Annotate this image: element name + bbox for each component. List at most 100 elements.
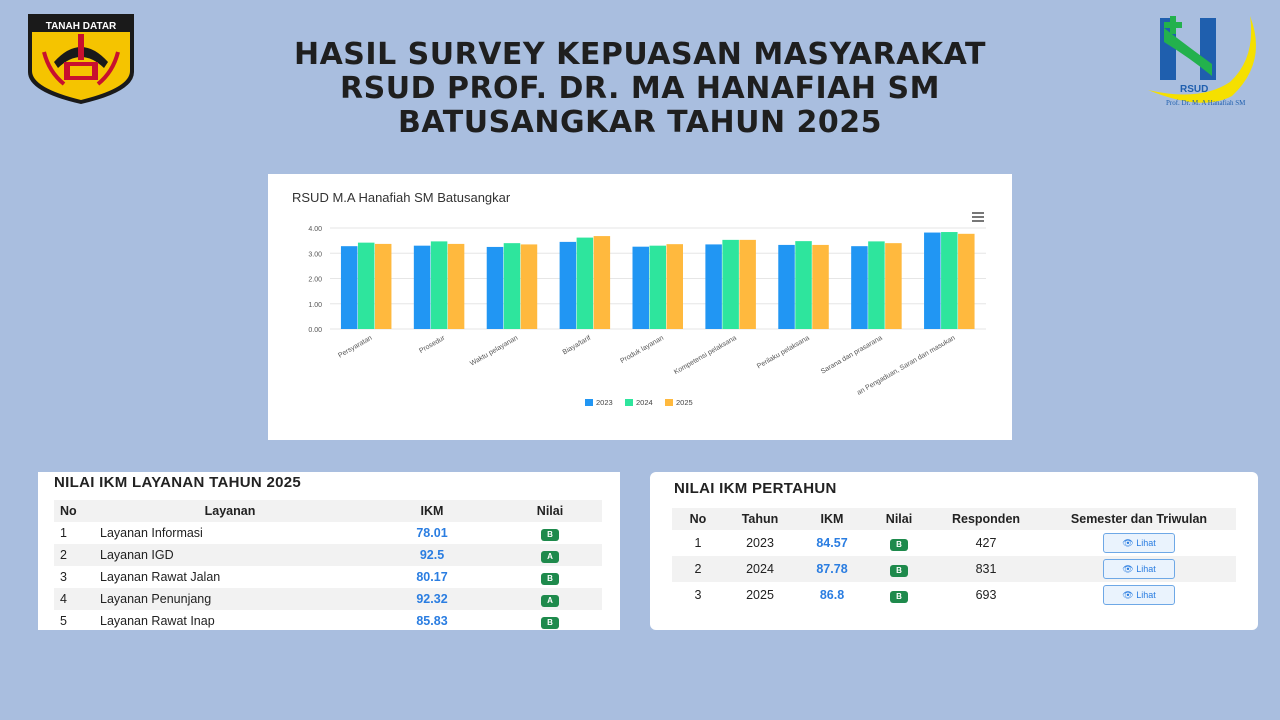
- row-ikm: 78.01: [416, 526, 448, 540]
- legend-swatch-2025: [665, 399, 673, 406]
- row-no: 2: [672, 556, 724, 582]
- chart-menu-icon[interactable]: [972, 212, 984, 222]
- nilai-badge: A: [541, 594, 559, 607]
- lihat-button[interactable]: 👁︎ Lihat: [1103, 585, 1175, 605]
- nilai-badge: B: [541, 616, 559, 629]
- ikm-layanan-card: NILAI IKM LAYANAN TAHUN 2025 No Layanan …: [38, 472, 620, 630]
- x-tick-label: Produk layanan: [619, 335, 665, 365]
- row-no: 3: [694, 588, 702, 602]
- legend-label: 2024: [636, 398, 653, 407]
- table-row: 1 Layanan Informasi 78.01 B: [54, 522, 602, 544]
- legend-label: 2025: [676, 398, 693, 407]
- ikm-pertahun-card: NILAI IKM PERTAHUN No Tahun IKM Nilai Re…: [650, 472, 1258, 630]
- x-tick-label: Sarana dan prasarana: [820, 335, 884, 376]
- bar-2025: [520, 244, 538, 329]
- row-tahun: 2025: [746, 588, 774, 602]
- bar-2024: [868, 241, 885, 329]
- col-nilai: Nilai: [868, 508, 930, 530]
- bar-2025: [958, 233, 975, 329]
- x-tick-label: Kompetensi pelaksana: [673, 335, 738, 377]
- page-title: HASIL SURVEY KEPUASAN MASYARAKAT RSUD PR…: [190, 38, 1090, 140]
- row-tahun: 2024: [724, 556, 796, 582]
- bar-2025: [812, 244, 829, 329]
- lihat-label: Lihat: [1136, 590, 1156, 600]
- col-ikm: IKM: [366, 500, 498, 522]
- rsud-logo: RSUD Prof. Dr. M. A Hanafiah SM: [1148, 16, 1256, 107]
- row-tahun: 2023: [746, 536, 774, 550]
- eye-icon: 👁︎: [1122, 564, 1134, 574]
- row-layanan: Layanan Penunjang: [94, 588, 366, 610]
- row-no: 1: [60, 526, 67, 540]
- nilai-badge: B: [541, 528, 559, 541]
- table-row: 4 Layanan Penunjang 92.32 A: [54, 588, 602, 610]
- table-row: 1 2023 84.57 B 427 👁︎ Lihat: [672, 530, 1236, 556]
- x-tick-label: Persyaratan: [337, 335, 373, 360]
- bar-2024: [503, 243, 521, 329]
- x-tick-label: Perilaku pelaksana: [756, 335, 811, 371]
- legend-swatch-2023: [585, 399, 593, 406]
- lihat-button[interactable]: 👁︎ Lihat: [1103, 559, 1175, 579]
- row-responden: 693: [975, 588, 997, 602]
- logo-right-subtext: Prof. Dr. M. A Hanafiah SM: [1166, 99, 1246, 107]
- row-no: 5: [60, 614, 67, 628]
- x-tick-label: Prosedur: [418, 334, 447, 355]
- row-responden: 831: [930, 556, 1042, 582]
- bar-2024: [357, 242, 375, 329]
- col-nilai: Nilai: [498, 500, 602, 522]
- row-layanan: Layanan IGD: [94, 544, 366, 566]
- bar-2023: [851, 246, 868, 329]
- bar-2024: [649, 245, 666, 329]
- y-tick-label: 0.00: [308, 327, 322, 334]
- nilai-badge: A: [541, 550, 559, 563]
- row-no: 3: [60, 570, 67, 584]
- y-tick-label: 1.00: [308, 302, 322, 309]
- bar-2025: [739, 239, 756, 329]
- row-responden: 427: [975, 536, 997, 550]
- y-tick-label: 4.00: [308, 226, 322, 233]
- logo-right-text: RSUD: [1180, 84, 1208, 95]
- col-tahun: Tahun: [724, 508, 796, 530]
- bar-2025: [374, 243, 392, 329]
- ikm-pertahun-table: No Tahun IKM Nilai Responden Semester da…: [672, 508, 1236, 608]
- row-layanan: Layanan Rawat Inap: [100, 614, 215, 628]
- row-ikm: 86.8: [819, 588, 845, 602]
- ikm-layanan-table: No Layanan IKM Nilai 1 Layanan Informasi…: [54, 500, 602, 632]
- table-row: 2 Layanan IGD 92.5 A: [54, 544, 602, 566]
- bar-2023: [340, 246, 358, 329]
- row-layanan: Layanan Informasi: [100, 526, 203, 540]
- bar-2025: [593, 236, 611, 329]
- col-ikm: IKM: [796, 508, 868, 530]
- chart-card: RSUD M.A Hanafiah SM Batusangkar 0.00 1.0…: [268, 174, 1012, 440]
- bar-chart: 0.00 1.00 2.00 3.00 4.00 Persyaratan Prosedur W…: [308, 226, 986, 407]
- bar-2024: [430, 241, 448, 329]
- col-responden: Responden: [930, 508, 1042, 530]
- logo-left-text: TANAH DATAR: [46, 21, 117, 32]
- bar-2025: [885, 243, 902, 329]
- bar-2023: [413, 245, 431, 329]
- bar-2024: [941, 232, 958, 329]
- title-line-2: RSUD PROF. DR. MA HANAFIAH SM: [340, 71, 940, 106]
- row-ikm: 92.5: [366, 544, 498, 566]
- row-ikm: 92.32: [366, 588, 498, 610]
- x-tick-label: Biaya/tarif: [562, 335, 593, 357]
- table-row: 2 2024 87.78 B 831 👁︎ Lihat: [672, 556, 1236, 582]
- legend-label: 2023: [596, 398, 613, 407]
- ikm-layanan-title: NILAI IKM LAYANAN TAHUN 2025: [54, 474, 302, 491]
- y-tick-label: 3.00: [308, 251, 322, 258]
- table-row: 3 2025 86.8 B 693 👁︎ Lihat: [672, 582, 1236, 608]
- nilai-badge: B: [890, 590, 908, 603]
- bar-2025: [666, 244, 683, 329]
- bar-2025: [447, 243, 465, 329]
- col-no: No: [54, 500, 94, 522]
- bar-2023: [705, 244, 722, 329]
- table-row: 5 Layanan Rawat Inap 85.83 B: [54, 610, 602, 632]
- bar-2024: [795, 241, 812, 329]
- eye-icon: 👁︎: [1122, 590, 1134, 600]
- lihat-button[interactable]: 👁︎ Lihat: [1103, 533, 1175, 553]
- title-line-1: HASIL SURVEY KEPUASAN MASYARAKAT: [293, 37, 987, 72]
- col-no: No: [672, 508, 724, 530]
- bar-2023: [924, 232, 941, 329]
- table-row: 3 Layanan Rawat Jalan 80.17 B: [54, 566, 602, 588]
- row-no: 1: [694, 536, 702, 550]
- nilai-badge: B: [890, 538, 908, 551]
